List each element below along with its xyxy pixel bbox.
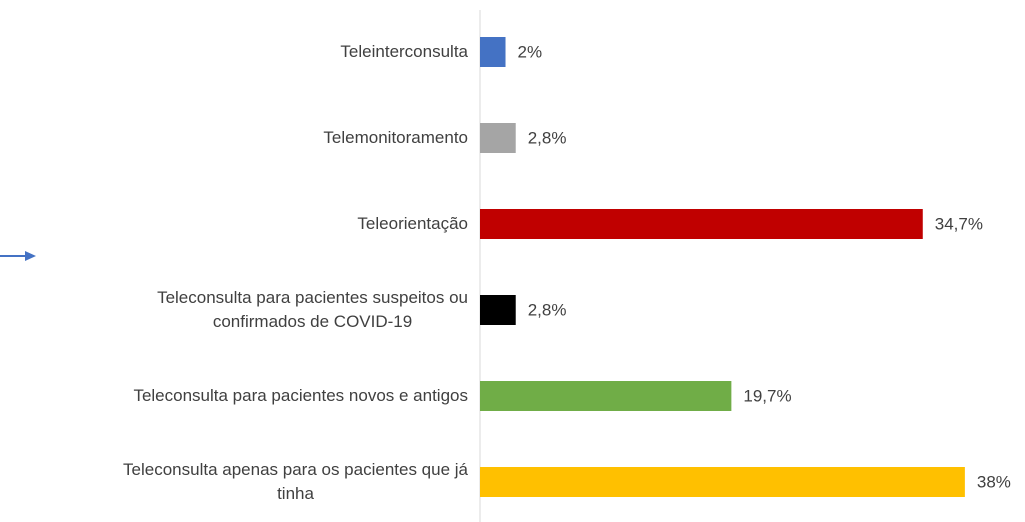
bar [480,467,965,497]
bar [480,381,732,411]
bar [480,123,516,153]
bar [480,295,516,325]
arrow [0,251,36,261]
category-label: Teleconsulta apenas para os pacientes qu… [123,460,468,503]
category-label: Teleorientação [357,214,468,233]
value-label: 19,7% [743,386,791,405]
category-label: Telemonitoramento [323,128,468,147]
bar [480,209,923,239]
value-label: 2,8% [528,128,567,147]
category-label: Teleconsulta para pacientes novos e anti… [133,386,468,405]
value-label: 2% [518,42,543,61]
category-label: Teleinterconsulta [340,42,468,61]
bar [480,37,506,67]
value-label: 2,8% [528,300,567,319]
value-label: 34,7% [935,214,983,233]
value-label: 38% [977,472,1011,491]
category-label: Teleconsulta para pacientes suspeitos ou… [157,288,468,331]
